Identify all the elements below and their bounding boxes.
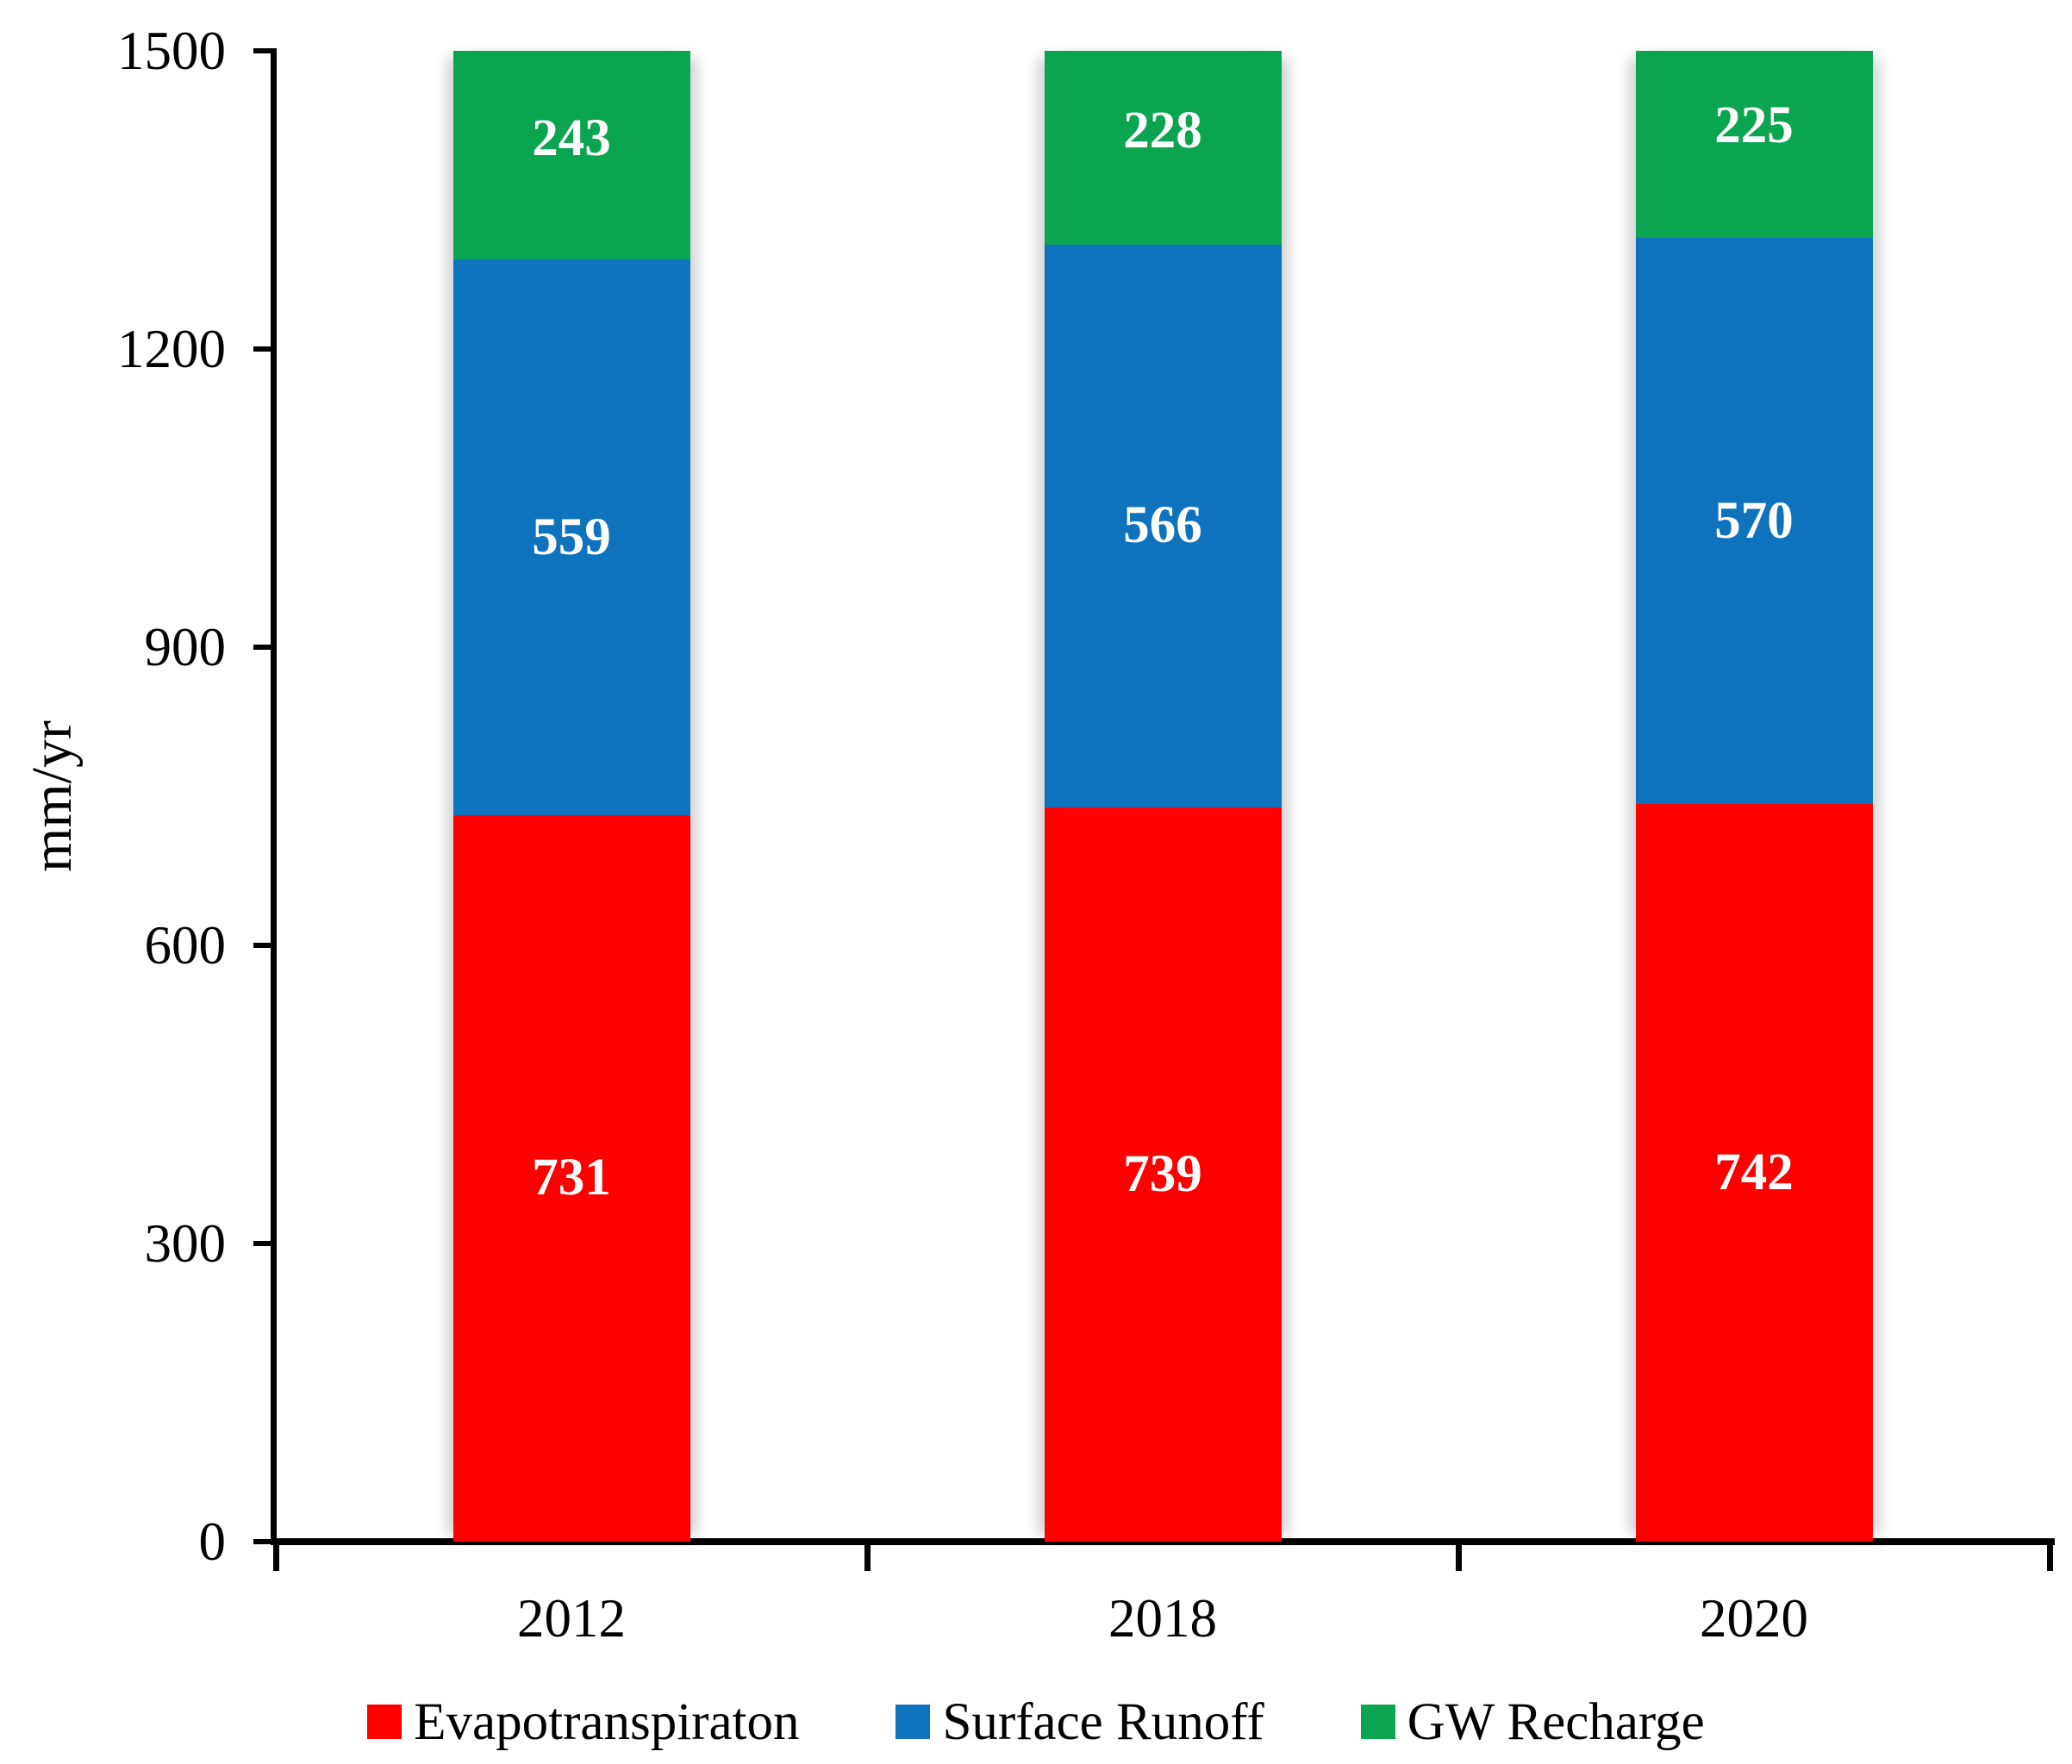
y-tick-label: 900 — [144, 617, 227, 677]
x-category-label: 2012 — [517, 1588, 626, 1649]
y-tick-mark — [253, 1539, 277, 1544]
bar-segment — [452, 259, 690, 815]
bar-value-label: 570 — [1714, 491, 1794, 550]
bar-segment — [1635, 51, 1873, 238]
y-tick-mark — [253, 48, 277, 53]
x-tick-mark — [864, 1542, 871, 1571]
legend-item: Surface Runoff — [896, 1696, 1264, 1748]
legend-label: Evapotranspiraton — [414, 1692, 800, 1751]
legend-label: Surface Runoff — [942, 1692, 1264, 1751]
bar-value-label: 731 — [532, 1149, 611, 1207]
y-tick-label: 300 — [144, 1213, 227, 1274]
bar-value-label: 559 — [532, 508, 611, 566]
x-category-label: 2020 — [1700, 1588, 1808, 1649]
bar-value-label: 225 — [1714, 97, 1794, 155]
bar-value-label: 742 — [1714, 1144, 1794, 1202]
bar-segment — [1635, 804, 1873, 1542]
bar-segment — [1635, 237, 1873, 805]
y-tick-label: 1500 — [117, 21, 226, 81]
legend-label: GW Recharge — [1407, 1692, 1705, 1751]
y-tick-label: 0 — [198, 1512, 227, 1572]
bar-segment — [1044, 807, 1282, 1542]
legend: Evapotranspiraton Surface Runoff GW Rechar… — [0, 1679, 2072, 1764]
bar — [1044, 51, 1282, 1542]
y-tick-label: 1200 — [117, 319, 226, 379]
y-tick-mark — [253, 645, 277, 650]
bar-value-label: 243 — [532, 109, 611, 168]
x-axis-line — [271, 1538, 2055, 1545]
legend-item: Evapotranspiraton — [367, 1696, 799, 1748]
y-axis-line — [271, 48, 277, 1545]
y-tick-mark — [253, 943, 277, 948]
legend-swatch — [367, 1705, 403, 1739]
bar-segment — [1044, 244, 1282, 807]
x-tick-mark — [272, 1542, 279, 1571]
y-tick-mark — [253, 346, 277, 352]
bar-value-label: 739 — [1123, 1144, 1202, 1203]
bar-segment — [1044, 51, 1282, 245]
x-category-label: 2018 — [1108, 1588, 1217, 1649]
bar — [1635, 51, 1873, 1542]
y-tick-label: 600 — [144, 915, 227, 975]
legend-item: GW Recharge — [1360, 1692, 1705, 1751]
bar — [452, 51, 690, 1542]
legend-swatch — [896, 1705, 931, 1739]
bar-value-label: 228 — [1123, 102, 1202, 160]
y-tick-mark — [253, 1241, 277, 1246]
bar-value-label: 566 — [1123, 496, 1202, 555]
x-tick-mark — [2046, 1542, 2053, 1571]
legend-swatch — [1360, 1705, 1395, 1739]
bar-segment — [452, 814, 690, 1542]
bar-segment — [452, 51, 690, 260]
x-tick-mark — [1455, 1542, 1462, 1571]
